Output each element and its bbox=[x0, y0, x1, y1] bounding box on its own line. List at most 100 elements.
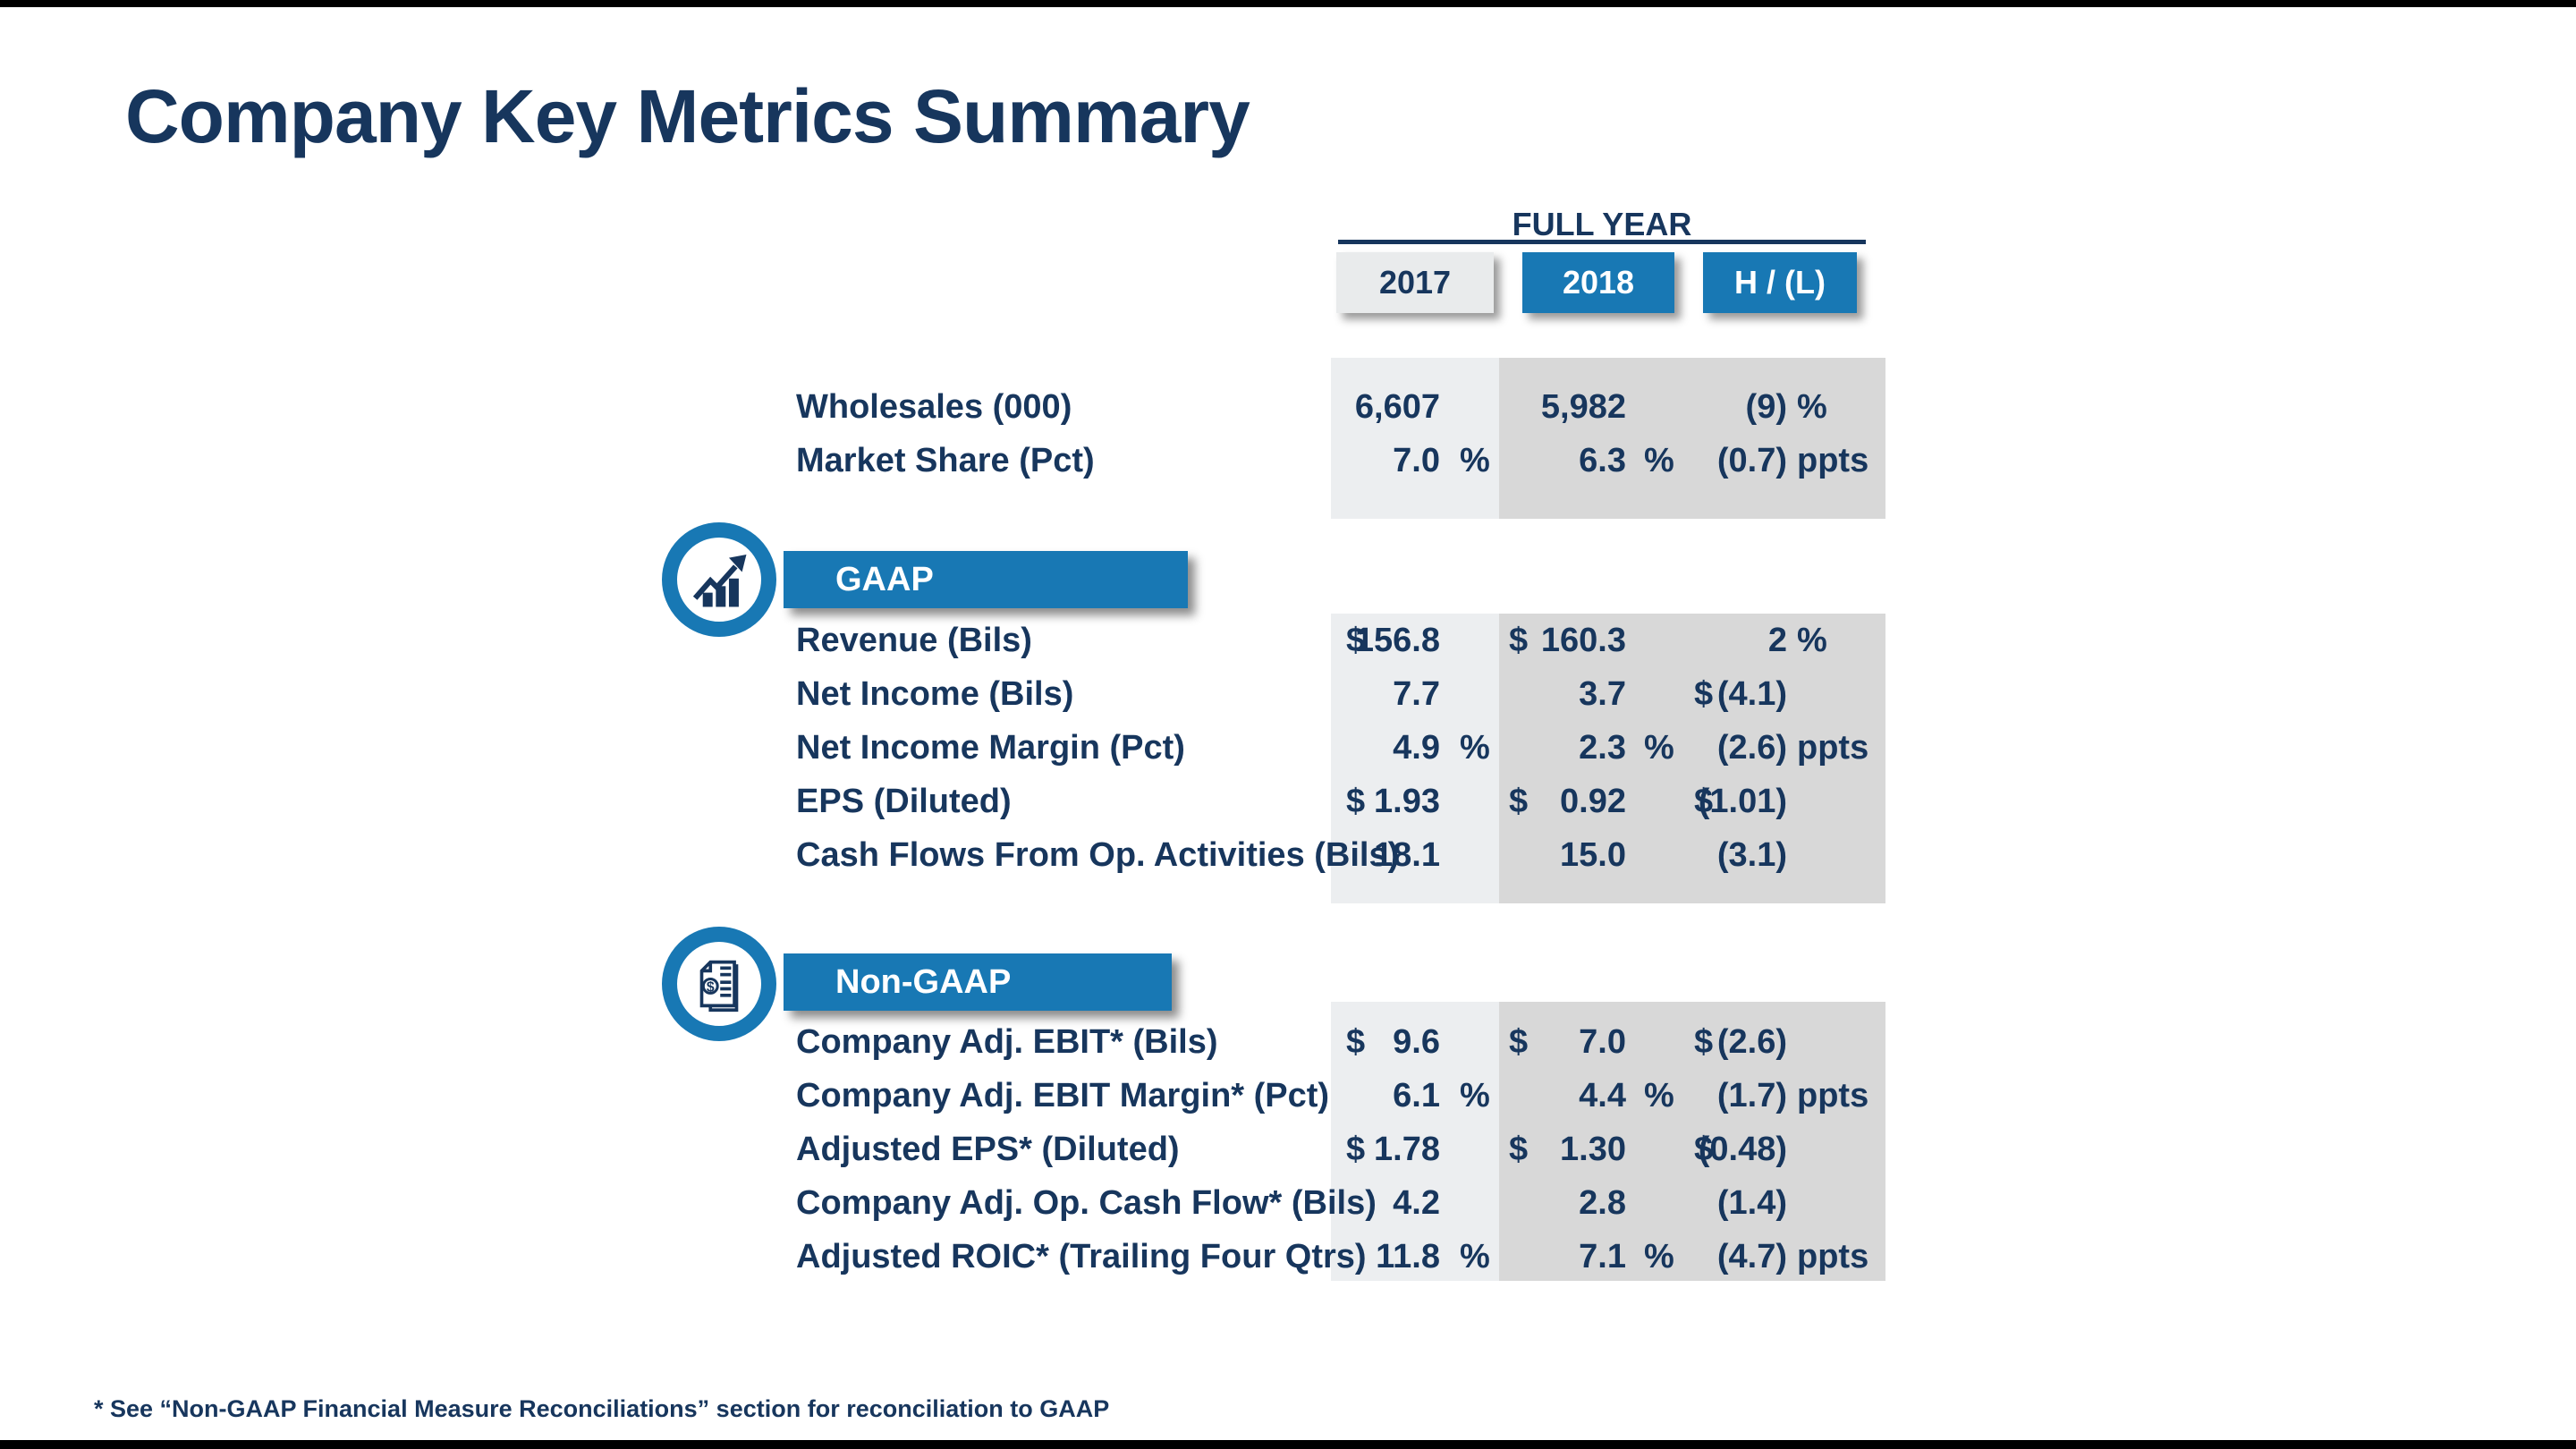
svg-text:$: $ bbox=[707, 980, 715, 996]
value-hl: 2 bbox=[1767, 622, 1787, 659]
table-row: Wholesales (000) 6,607 5,982 (9) % bbox=[796, 380, 1887, 434]
non-gaap-section-badge: $ bbox=[662, 927, 776, 1041]
value-2017: 7.0 bbox=[1393, 442, 1440, 479]
currency-2017: $ bbox=[1346, 1023, 1366, 1061]
unit-2017: % bbox=[1460, 1077, 1490, 1114]
non-gaap-section: Company Adj. EBIT* (Bils) $ 9.6 $ 7.0 $ … bbox=[796, 1015, 1887, 1284]
unit-hl: % bbox=[1797, 622, 1827, 659]
unit-hl: ppts bbox=[1797, 1238, 1869, 1275]
currency-2018: $ bbox=[1509, 783, 1529, 820]
table-row: Net Income Margin (Pct) 4.9 % 2.3 % (2.6… bbox=[796, 721, 1887, 775]
table-row: Company Adj. EBIT Margin* (Pct) 6.1 % 4.… bbox=[796, 1069, 1887, 1123]
unit-2017: % bbox=[1460, 442, 1490, 479]
table-row: Market Share (Pct) 7.0 % 6.3 % (0.7) ppt… bbox=[796, 434, 1887, 487]
full-year-header: FULL YEAR bbox=[1512, 206, 1692, 242]
currency-hl: $ bbox=[1694, 1023, 1714, 1061]
row-label: Adjusted EPS* (Diluted) bbox=[796, 1131, 1180, 1168]
row-label: Company Adj. EBIT Margin* (Pct) bbox=[796, 1077, 1330, 1114]
value-hl: (0.48) bbox=[1698, 1131, 1787, 1168]
value-2018: 3.7 bbox=[1579, 675, 1626, 713]
currency-2017: $ bbox=[1346, 783, 1366, 820]
value-2018: 160.3 bbox=[1540, 622, 1626, 659]
table-row: Company Adj. EBIT* (Bils) $ 9.6 $ 7.0 $ … bbox=[796, 1015, 1887, 1069]
row-label: Company Adj. EBIT* (Bils) bbox=[796, 1023, 1218, 1061]
row-label: Adjusted ROIC* (Trailing Four Qtrs) bbox=[796, 1238, 1367, 1275]
value-hl: (9) bbox=[1745, 388, 1787, 426]
value-2018: 5,982 bbox=[1540, 388, 1626, 426]
row-label: Net Income Margin (Pct) bbox=[796, 729, 1185, 767]
value-hl: (2.6) bbox=[1716, 1023, 1787, 1061]
column-band-2018-hl-gaap bbox=[1499, 614, 1885, 903]
currency-hl: $ bbox=[1694, 783, 1714, 820]
value-2018: 15.0 bbox=[1560, 836, 1626, 874]
value-hl: (3.1) bbox=[1716, 836, 1787, 874]
row-label: Company Adj. Op. Cash Flow* (Bils) bbox=[796, 1184, 1377, 1222]
value-2017: 4.2 bbox=[1393, 1184, 1440, 1222]
table-row: Adjusted ROIC* (Trailing Four Qtrs) 11.8… bbox=[796, 1230, 1887, 1284]
value-2017: 9.6 bbox=[1393, 1023, 1440, 1061]
table-row: EPS (Diluted) $ 1.93 $ 0.92 $ (1.01) bbox=[796, 775, 1887, 828]
value-2017: 156.8 bbox=[1354, 622, 1440, 659]
currency-2017: $ bbox=[1346, 1131, 1366, 1168]
row-label: Revenue (Bils) bbox=[796, 622, 1032, 659]
column-band-2018-hl-top bbox=[1499, 358, 1885, 519]
value-2017: 6,607 bbox=[1354, 388, 1440, 426]
unit-hl: % bbox=[1797, 388, 1827, 426]
table-row: Revenue (Bils) $ 156.8 $ 160.3 2 % bbox=[796, 614, 1887, 667]
value-hl: (0.7) bbox=[1716, 442, 1787, 479]
value-hl: (4.7) bbox=[1716, 1238, 1787, 1275]
unit-2018: % bbox=[1644, 729, 1674, 767]
value-hl: (1.4) bbox=[1716, 1184, 1787, 1222]
growth-chart-icon bbox=[692, 554, 747, 607]
top-border-bar bbox=[0, 0, 2576, 7]
page-title: Company Key Metrics Summary bbox=[125, 74, 1250, 158]
unit-2018: % bbox=[1644, 1077, 1674, 1114]
value-2017: 4.9 bbox=[1393, 729, 1440, 767]
value-hl: (1.7) bbox=[1716, 1077, 1787, 1114]
table-row: Company Adj. Op. Cash Flow* (Bils) 4.2 2… bbox=[796, 1176, 1887, 1230]
gaap-section-badge bbox=[662, 522, 776, 637]
value-hl: (4.1) bbox=[1716, 675, 1787, 713]
row-label: EPS (Diluted) bbox=[796, 783, 1012, 820]
column-header-2018: 2018 bbox=[1522, 252, 1674, 313]
footnote: * See “Non-GAAP Financial Measure Reconc… bbox=[94, 1395, 1110, 1422]
row-label: Cash Flows From Op. Activities (Bils) bbox=[796, 836, 1400, 874]
unit-2017: % bbox=[1460, 1238, 1490, 1275]
column-header-2017: 2017 bbox=[1336, 252, 1494, 313]
value-2018: 4.4 bbox=[1579, 1077, 1626, 1114]
value-2017: 18.1 bbox=[1374, 836, 1440, 874]
value-2017: 1.78 bbox=[1374, 1131, 1440, 1168]
table-row: Adjusted EPS* (Diluted) $ 1.78 $ 1.30 $ … bbox=[796, 1123, 1887, 1176]
full-year-underline bbox=[1338, 240, 1866, 244]
column-header-h-l: H / (L) bbox=[1703, 252, 1857, 313]
value-2018: 2.8 bbox=[1579, 1184, 1626, 1222]
value-2018: 0.92 bbox=[1560, 783, 1626, 820]
bottom-border-bar bbox=[0, 1440, 2576, 1449]
value-2017: 7.7 bbox=[1393, 675, 1440, 713]
currency-2017: $ bbox=[1346, 622, 1366, 659]
table-row: Net Income (Bils) 7.7 3.7 $ (4.1) bbox=[796, 667, 1887, 721]
currency-hl: $ bbox=[1694, 675, 1714, 713]
financial-document-icon: $ bbox=[699, 960, 739, 1013]
value-2018: 7.1 bbox=[1579, 1238, 1626, 1275]
unit-hl: ppts bbox=[1797, 442, 1869, 479]
unit-2018: % bbox=[1644, 1238, 1674, 1275]
unit-hl: ppts bbox=[1797, 729, 1869, 767]
gaap-section: Revenue (Bils) $ 156.8 $ 160.3 2 % Net I… bbox=[796, 614, 1887, 882]
currency-2018: $ bbox=[1509, 1023, 1529, 1061]
value-2018: 6.3 bbox=[1579, 442, 1626, 479]
value-2017: 6.1 bbox=[1393, 1077, 1440, 1114]
currency-2018: $ bbox=[1509, 1131, 1529, 1168]
table-row: Cash Flows From Op. Activities (Bils) 18… bbox=[796, 828, 1887, 882]
row-label: Wholesales (000) bbox=[796, 388, 1072, 426]
currency-hl: $ bbox=[1694, 1131, 1714, 1168]
column-band-2018-hl-nongaap bbox=[1499, 1002, 1885, 1281]
non-gaap-banner: Non-GAAP bbox=[784, 953, 1172, 1011]
currency-2018: $ bbox=[1509, 622, 1529, 659]
row-label: Market Share (Pct) bbox=[796, 442, 1095, 479]
value-2017: 11.8 bbox=[1376, 1238, 1440, 1275]
value-2018: 7.0 bbox=[1579, 1023, 1626, 1061]
gaap-banner: GAAP bbox=[784, 551, 1188, 608]
column-band-2017-top bbox=[1331, 358, 1499, 519]
unit-2017: % bbox=[1460, 729, 1490, 767]
